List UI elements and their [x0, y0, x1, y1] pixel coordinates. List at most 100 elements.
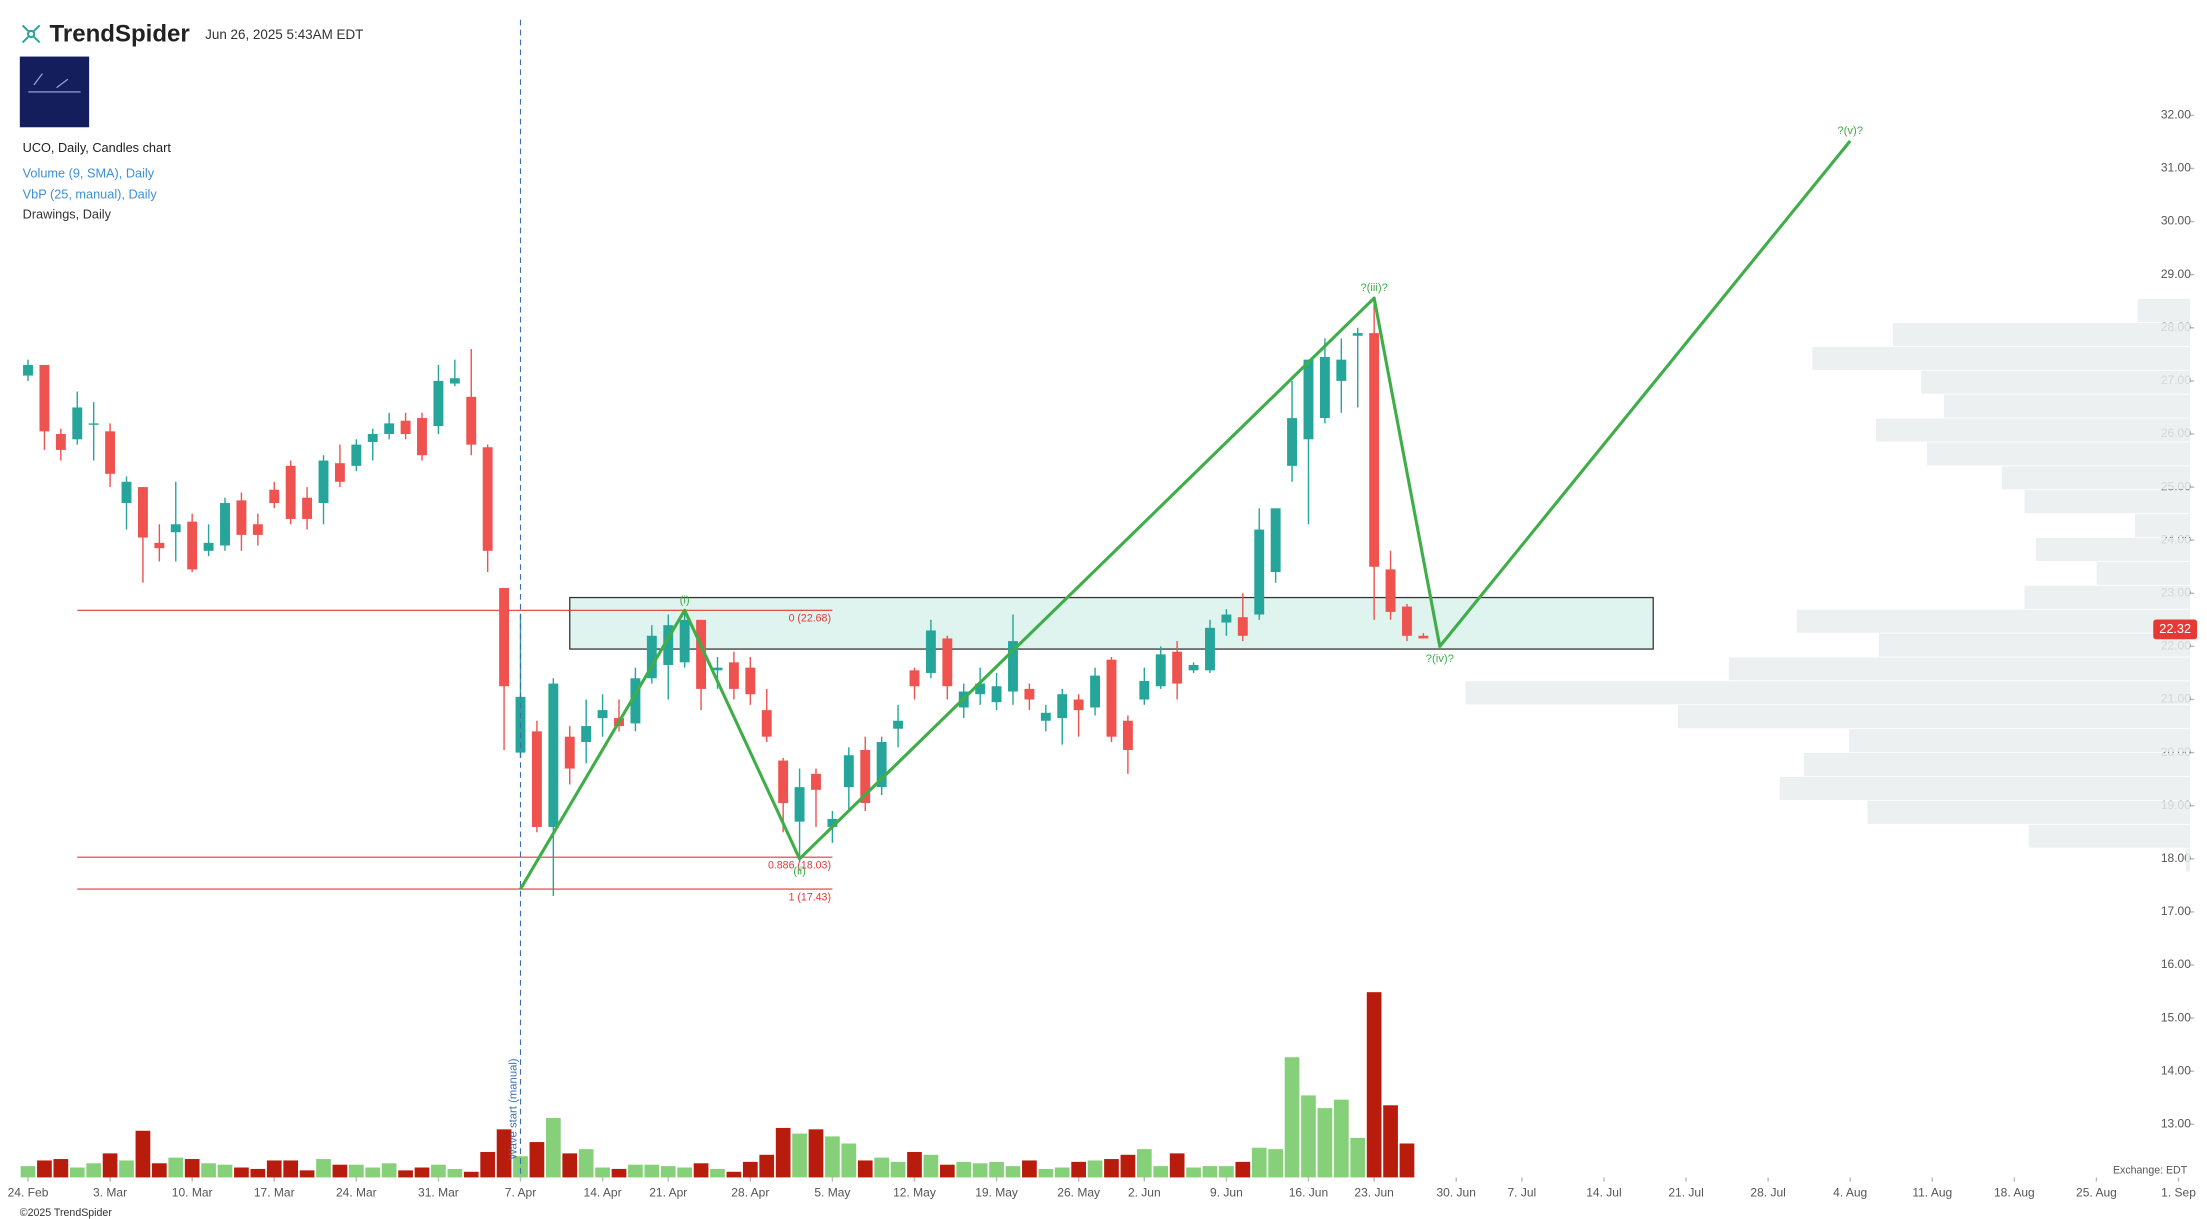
candle-body [236, 500, 247, 535]
volume-bar [595, 1167, 610, 1178]
volume-bar [414, 1167, 430, 1178]
candle-body [696, 619, 707, 689]
volume-bar [332, 1164, 348, 1178]
volume-bar [86, 1163, 102, 1178]
candle-body [137, 487, 148, 538]
x-tick-label: 23. Jun [1354, 1186, 1393, 1200]
y-tick-label: 15.00 [2161, 1010, 2191, 1024]
candle-body [630, 678, 641, 724]
x-tick-label: 3. Mar [93, 1186, 127, 1200]
candle-body [1369, 333, 1380, 567]
candle-body [55, 433, 66, 450]
candle-body [942, 638, 953, 687]
last-price-label: 22.32 [2159, 621, 2191, 636]
volume-bar [365, 1167, 381, 1178]
candle-body [1205, 627, 1215, 671]
volume-bar [299, 1170, 315, 1178]
volume-bar [1399, 1143, 1415, 1178]
candle-body [367, 433, 378, 442]
fib-label: 0.886 (18.03) [768, 860, 831, 872]
volume-bar [742, 1161, 758, 1178]
volume-bar [119, 1160, 134, 1178]
volume-bar [808, 1129, 824, 1178]
wave-label: ?(iii)? [1360, 282, 1388, 294]
wave-start-label: Wave start (manual) [507, 1058, 519, 1159]
candle-body [1254, 529, 1265, 615]
volume-bar [841, 1143, 857, 1178]
symbol-logo-art [28, 73, 81, 93]
x-tick-label: 17. Mar [254, 1186, 295, 1200]
vbp-bar [1728, 657, 2191, 681]
vbp-bar [1849, 729, 2191, 753]
volume-bar [1022, 1160, 1037, 1178]
vbp-bar [2134, 514, 2191, 538]
candle-body [548, 683, 559, 827]
volume-bar [1202, 1166, 1218, 1178]
fib-label: 0 (22.68) [789, 613, 831, 625]
fib-label: 1 (17.43) [789, 891, 831, 903]
volume-bar [1120, 1154, 1136, 1178]
x-tick-label: 11. Aug [1912, 1186, 1952, 1200]
candle-body [1090, 675, 1101, 708]
zone [569, 596, 1654, 650]
x-tick-label: 19. May [975, 1186, 1018, 1200]
volume-bar [447, 1168, 463, 1178]
volume-bar [545, 1118, 561, 1178]
x-tick-label: 2. Jun [1128, 1186, 1161, 1200]
candle-body [1172, 651, 1183, 684]
volume-bar [1104, 1159, 1119, 1178]
vbp-bar [1803, 753, 2191, 777]
vbp-bar [1926, 442, 2191, 466]
volume-bar [710, 1168, 725, 1178]
candle-body [679, 619, 690, 663]
volume-bar [431, 1164, 446, 1178]
volume-bar [775, 1127, 791, 1178]
volume-bar [1251, 1147, 1267, 1178]
volume-bar [184, 1159, 200, 1178]
vbp-bar [2185, 848, 2191, 872]
candle-body [893, 720, 904, 729]
x-tick-label: 28. Jul [1750, 1186, 1785, 1200]
x-tick-label: 5. May [814, 1186, 850, 1200]
vbp-bar [2137, 299, 2191, 323]
candle-body [778, 760, 789, 804]
candle-body [1385, 569, 1396, 612]
x-tick-label: 4. Aug [1833, 1186, 1867, 1200]
volume-bar [217, 1164, 233, 1178]
volume-bar [250, 1168, 266, 1178]
candle-body [646, 635, 657, 679]
candle-body [482, 447, 493, 551]
candle-body [925, 630, 936, 673]
x-tick-label: 18. Aug [1994, 1186, 2035, 1200]
y-tick-label: 17.00 [2161, 904, 2191, 918]
volume-bar [37, 1160, 52, 1178]
volume-bar [463, 1171, 479, 1178]
vbp-bar [2024, 585, 2191, 609]
vbp-bar [2028, 824, 2191, 848]
vbp-bar [1677, 705, 2191, 729]
copyright: ©2025 TrendSpider [20, 1207, 113, 1219]
volume-bar [234, 1167, 249, 1178]
volume-bar [1005, 1166, 1021, 1178]
last-price-box [2153, 619, 2198, 640]
wave-label: (ii) [793, 866, 806, 878]
candle-body [1237, 617, 1248, 636]
candle-body [203, 542, 214, 551]
candle-body [531, 731, 542, 827]
x-tick-label: 9. Jun [1210, 1186, 1243, 1200]
exchange: Exchange: EDT [2113, 1165, 2188, 1177]
volume-bar [1153, 1166, 1169, 1178]
vbp-bar [1812, 346, 2191, 370]
volume-bar [1071, 1161, 1087, 1178]
x-tick-label: 21. Jul [1668, 1186, 1703, 1200]
candle-body [1106, 659, 1117, 737]
y-tick-label: 13.00 [2161, 1116, 2191, 1130]
candle-body [433, 380, 444, 427]
x-tick-label: 25. Aug [2076, 1186, 2117, 1200]
volume-bar [1087, 1160, 1103, 1178]
vbp-bar [1796, 609, 2191, 633]
volume-bar [562, 1153, 578, 1178]
vbp-bar [1943, 394, 2191, 418]
